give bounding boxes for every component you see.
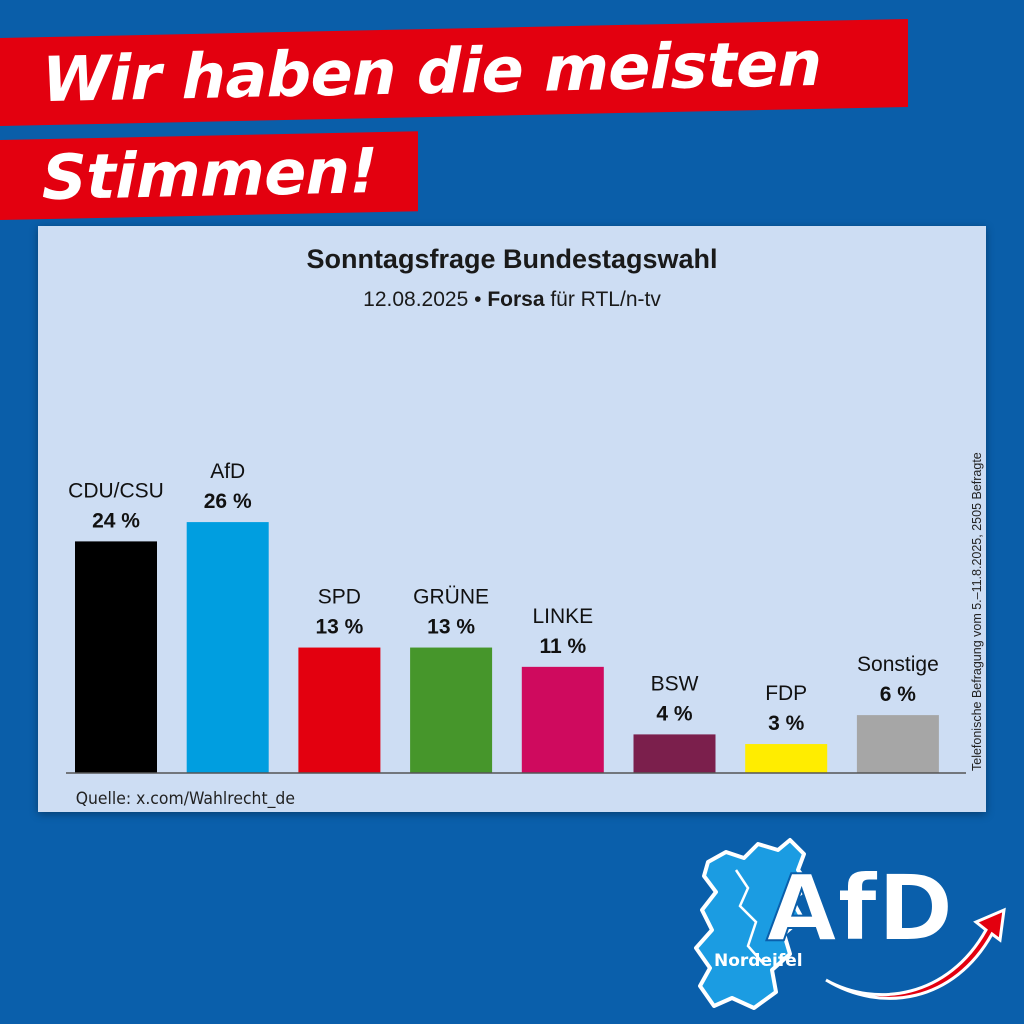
bars-layer: 24 % CDU/CSU 26 % AfD 13 % SPD 13 % GRÜNE 11 % LI… [68,460,939,773]
bar-value-label: 13 % [315,616,363,639]
logo-wordmark: AfD [766,855,954,962]
afd-nordeifel-logo: AfD Nordeifel [694,838,1006,1010]
subtitle-client: für RTL/n-tv [550,288,661,311]
bar-category-label: CDU/CSU [68,479,164,502]
headline-text-line-2: Stimmen! [42,134,378,215]
chart-source: Quelle: x.com/Wahlrecht_de [76,788,295,809]
bar-bsw [633,734,716,773]
bar-value-label: 24 % [92,509,140,532]
poll-bar-chart: Sonntagsfrage Bundestagswahl 12.08.2025 … [66,244,984,809]
background-band [0,810,1024,1024]
bar-category-label: SPD [318,586,361,609]
bar-gr-ne [410,647,493,773]
poll-chart-panel: Sonntagsfrage Bundestagswahl 12.08.2025 … [38,226,986,812]
bar-category-label: AfD [210,460,245,483]
headline-banner-line-2: Stimmen! [0,131,418,220]
bar-category-label: Sonstige [857,653,939,676]
region-map-icon [694,838,812,1010]
chart-subtitle: 12.08.2025 • Forsa für RTL/n-tv [363,288,661,311]
headline-banner-line-1: Wir haben die meisten [0,18,908,127]
logo-region-label: Nordeifel [714,951,803,971]
map-region-outline [734,869,763,963]
chart-side-note: Telefonische Befragung vom 5.–11.8.2025,… [970,452,984,771]
bar-category-label: BSW [651,672,699,695]
bar-spd [298,647,381,773]
bar-fdp [745,744,828,773]
bar-category-label: FDP [765,682,807,705]
subtitle-date: 12.08.2025 • [363,288,481,311]
bar-value-label: 6 % [880,683,917,706]
bar-category-label: LINKE [532,605,593,628]
swoosh-arrow-icon [825,907,1006,1000]
bar-value-label: 4 % [656,702,693,725]
bar-sonstige [856,715,939,773]
bar-afd [186,522,269,773]
bar-category-label: GRÜNE [413,586,489,609]
bar-cdu-csu [75,541,157,773]
bar-value-label: 3 % [768,712,805,735]
bar-value-label: 26 % [204,490,252,513]
chart-title: Sonntagsfrage Bundestagswahl [306,244,717,274]
bar-value-label: 13 % [427,616,475,639]
bar-value-label: 11 % [539,635,586,658]
headline-text-line-1: Wir haben die meisten [42,26,822,117]
subtitle-institute: Forsa [487,288,545,311]
bar-linke [521,666,604,773]
